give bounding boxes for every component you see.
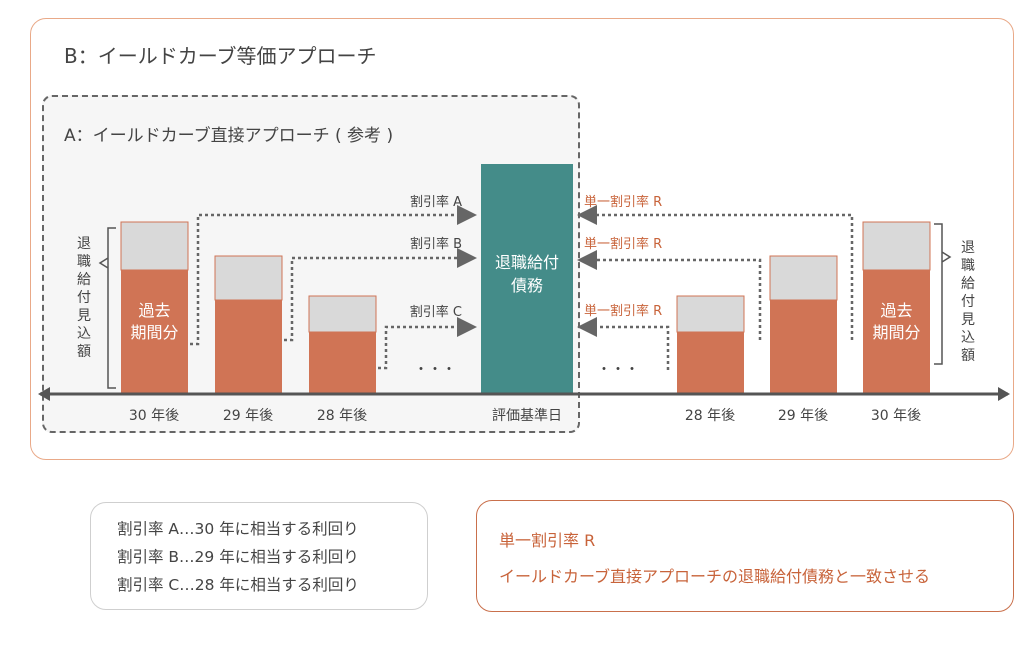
- axis-right-30: 30 年後: [871, 408, 921, 424]
- axis-valuation-date: 評価基準日: [492, 407, 562, 424]
- rate-r-label-3: 単一割引率 R: [584, 303, 662, 319]
- svg-text:見: 見: [77, 308, 91, 324]
- arrow-rate-r-28: [577, 317, 670, 370]
- rate-r-label-2: 単一割引率 R: [584, 236, 662, 252]
- svg-text:見: 見: [961, 312, 975, 328]
- axis-right-29: 29 年後: [778, 408, 828, 424]
- left-bar-29: [214, 255, 283, 394]
- center-label-2: 債務: [511, 276, 543, 295]
- svg-text:込: 込: [961, 330, 975, 346]
- right-ellipsis: ・・・: [597, 362, 639, 378]
- left-bar-past-label-2: 期間分: [130, 323, 178, 342]
- rate-c-label: 割引率 C: [410, 304, 462, 320]
- svg-text:職: 職: [77, 254, 91, 270]
- left-bar-30: 過去 期間分: [120, 221, 189, 394]
- center-label-1: 退職給付: [495, 253, 559, 272]
- note-single-rate-desc: イールドカーブ直接アプローチの退職給付債務と一致させる: [499, 567, 931, 586]
- note-rate-b: 割引率 B…29 年に相当する利回り: [117, 548, 359, 566]
- discount-rate-note: 割引率 A…30 年に相当する利回り 割引率 B…29 年に相当する利回り 割引…: [90, 502, 428, 610]
- svg-text:額: 額: [961, 348, 975, 364]
- title-approach-b: B：イールドカーブ等価アプローチ: [64, 44, 377, 68]
- title-approach-a: A：イールドカーブ直接アプローチ ( 参考 ): [64, 126, 394, 146]
- left-bar-past-label-1: 過去: [138, 301, 170, 320]
- arrow-rate-c: [378, 317, 477, 370]
- center-obligation-bar: 退職給付 債務: [481, 164, 573, 394]
- right-bar-30: 過去 期間分: [862, 221, 931, 394]
- arrow-rate-a: [190, 205, 477, 346]
- svg-text:付: 付: [77, 290, 91, 306]
- note-rate-c: 割引率 C…28 年に相当する利回り: [117, 576, 359, 594]
- right-brace-label: 退 職 給 付 見 込 額: [961, 240, 975, 364]
- svg-text:退: 退: [77, 236, 91, 252]
- rate-b-label: 割引率 B: [410, 236, 462, 252]
- svg-text:職: 職: [961, 258, 975, 274]
- svg-text:込: 込: [77, 326, 91, 342]
- axis-left-28: 28 年後: [317, 408, 367, 424]
- note-single-rate-title: 単一割引率 R: [499, 531, 596, 550]
- arrow-rate-b: [284, 248, 477, 342]
- arrow-rate-r-29: [577, 250, 762, 340]
- svg-text:退: 退: [961, 240, 975, 256]
- right-bar-past-label-2: 期間分: [872, 323, 920, 342]
- rate-r-label-1: 単一割引率 R: [584, 194, 662, 210]
- left-brace-label: 退 職 給 付 見 込 額: [77, 236, 91, 360]
- right-bar-29: [769, 255, 838, 394]
- svg-text:付: 付: [961, 294, 975, 310]
- left-bar-28: [308, 295, 377, 394]
- svg-text:給: 給: [961, 276, 975, 292]
- left-ellipsis: ・・・: [414, 362, 456, 378]
- axis-left-29: 29 年後: [223, 408, 273, 424]
- right-bar-past-label-1: 過去: [880, 301, 912, 320]
- axis-left-30: 30 年後: [129, 408, 179, 424]
- axis-right-28: 28 年後: [685, 408, 735, 424]
- svg-text:額: 額: [77, 344, 91, 360]
- note-rate-a: 割引率 A…30 年に相当する利回り: [117, 520, 359, 538]
- timeline-axis: [38, 387, 1010, 401]
- svg-text:給: 給: [77, 272, 91, 288]
- single-rate-note: 単一割引率 R イールドカーブ直接アプローチの退職給付債務と一致させる: [476, 500, 1014, 612]
- right-brace: [934, 223, 952, 365]
- rate-a-label: 割引率 A: [410, 194, 462, 210]
- right-bar-28: [676, 295, 745, 394]
- left-brace: [98, 227, 116, 389]
